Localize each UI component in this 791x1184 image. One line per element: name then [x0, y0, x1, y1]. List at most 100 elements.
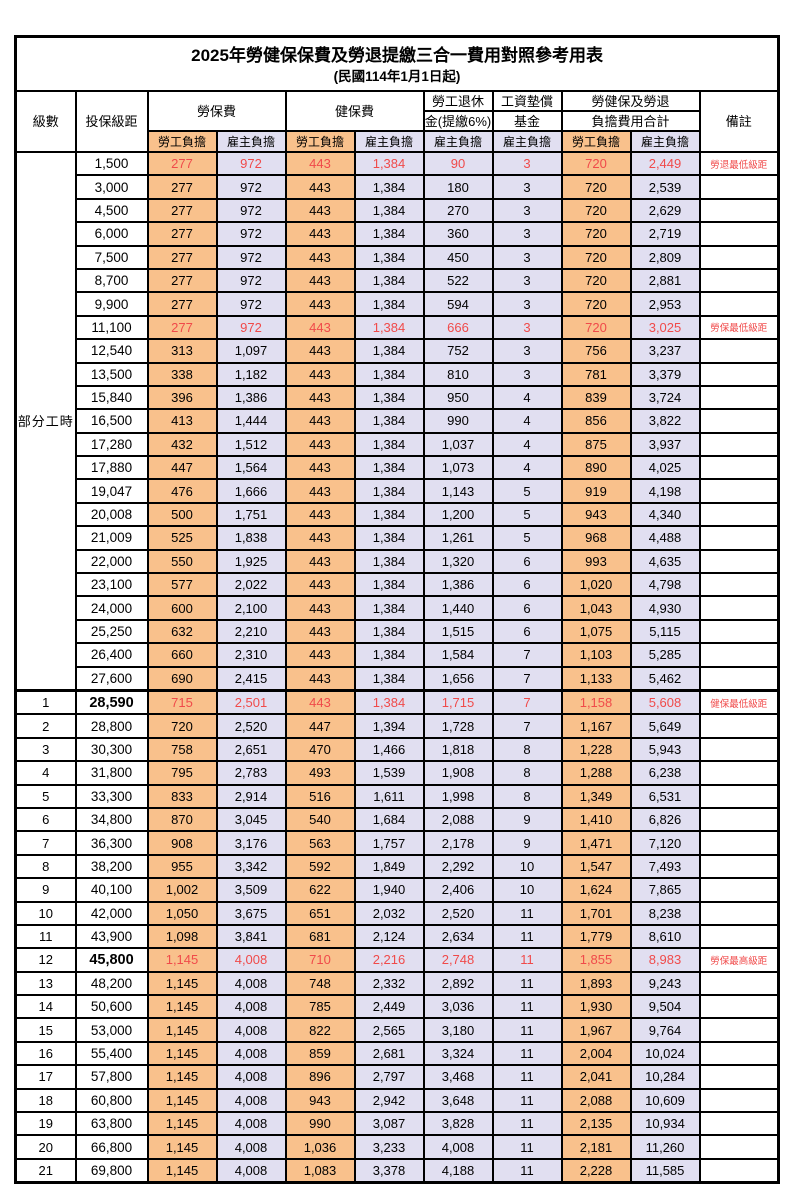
- subheader-total-employee: 勞工負擔: [560, 130, 632, 153]
- remark-cell: 勞保最低級距: [698, 314, 780, 341]
- remark-cell: [698, 806, 780, 833]
- table-row: 9 40,100 1,002 3,509 622 1,940 2,406 10 1,624 7,8…: [14, 877, 780, 903]
- pension-employer-cell: 1,818: [422, 736, 494, 763]
- labor-fee-employer-cell: 2,100: [215, 595, 287, 621]
- fee-comparison-table: 2025年勞健保保費及勞退提繳三合一費用對照參考用表 (民國114年1月1日起)…: [14, 35, 781, 1184]
- bracket-cell: 22,000: [74, 548, 149, 575]
- total-employee-cell: 968: [560, 525, 632, 551]
- header-health-fee: 健保費: [284, 90, 425, 132]
- pension-employer-cell: 3,828: [422, 1110, 494, 1137]
- bracket-cell: 40,100: [74, 877, 149, 903]
- health-fee-employer-cell: 1,684: [353, 806, 425, 833]
- table-row: 21 69,800 1,145 4,008 1,083 3,378 4,188 11 2,228…: [14, 1157, 780, 1184]
- total-employee-cell: 1,701: [560, 900, 632, 926]
- health-fee-employer-cell: 2,942: [353, 1087, 425, 1114]
- health-fee-employer-cell: 1,384: [353, 525, 425, 551]
- health-fee-employee-cell: 443: [284, 314, 356, 341]
- table-row: 6 34,800 870 3,045 540 1,684 2,088 9 1,410 6,826: [14, 806, 780, 833]
- total-employer-cell: 4,340: [629, 501, 701, 528]
- remark-cell: [698, 221, 780, 247]
- total-employee-cell: 2,135: [560, 1110, 632, 1137]
- wage-fund-employer-cell: 11: [491, 1110, 563, 1137]
- bracket-cell: 30,300: [74, 736, 149, 763]
- wage-fund-employer-cell: 6: [491, 595, 563, 621]
- labor-fee-employer-cell: 2,415: [215, 665, 287, 692]
- labor-fee-employee-cell: 447: [146, 455, 218, 481]
- labor-fee-employer-cell: 972: [215, 267, 287, 294]
- wage-fund-employer-cell: 6: [491, 572, 563, 598]
- bracket-cell: 42,000: [74, 900, 149, 926]
- labor-fee-employer-cell: 1,838: [215, 525, 287, 551]
- bracket-cell: 60,800: [74, 1087, 149, 1114]
- bracket-cell: 55,400: [74, 1040, 149, 1067]
- table-row: 9,900 277 972 443 1,384 594 3 720 2,953: [16, 291, 780, 317]
- bracket-cell: 33,300: [74, 783, 149, 809]
- labor-fee-employer-cell: 3,675: [215, 900, 287, 926]
- labor-fee-employer-cell: 2,022: [215, 572, 287, 598]
- health-fee-employee-cell: 443: [284, 221, 356, 247]
- table-row: 21,009 525 1,838 443 1,384 1,261 5 968 4,488: [16, 525, 780, 551]
- health-fee-employee-cell: 710: [284, 947, 356, 973]
- pension-employer-cell: 1,386: [422, 572, 494, 598]
- wage-fund-employer-cell: 3: [491, 197, 563, 224]
- labor-fee-employer-cell: 4,008: [215, 970, 287, 997]
- remark-cell: [698, 760, 780, 786]
- labor-fee-employer-cell: 2,210: [215, 618, 287, 645]
- page-subtitle: (民國114年1月1日起): [333, 68, 461, 84]
- health-fee-employee-cell: 443: [284, 665, 356, 692]
- wage-fund-employer-cell: 3: [491, 267, 563, 294]
- health-fee-employee-cell: 785: [284, 994, 356, 1020]
- bracket-cell: 1,500: [74, 150, 149, 177]
- labor-fee-employee-cell: 795: [146, 760, 218, 786]
- table-row: 11,100 277 972 443 1,384 666 3 720 3,025 勞保最低級距: [16, 314, 780, 341]
- health-fee-employee-cell: 443: [284, 244, 356, 270]
- total-employer-cell: 6,531: [629, 783, 701, 809]
- table-row: 5 33,300 833 2,914 516 1,611 1,998 8 1,349 6,531: [14, 783, 780, 809]
- pension-employer-cell: 4,188: [422, 1157, 494, 1184]
- level-cell: 7: [14, 830, 77, 856]
- total-employer-cell: 4,635: [629, 548, 701, 575]
- total-employer-cell: 9,764: [629, 1017, 701, 1043]
- total-employee-cell: 1,158: [560, 688, 632, 716]
- level-cell: 3: [14, 736, 77, 763]
- remark-cell: [698, 1110, 780, 1137]
- total-employee-cell: 1,930: [560, 994, 632, 1020]
- pension-employer-cell: 2,520: [422, 900, 494, 926]
- wage-fund-employer-cell: 11: [491, 970, 563, 997]
- total-employer-cell: 2,629: [629, 197, 701, 224]
- remark-cell: [698, 525, 780, 551]
- labor-fee-employee-cell: 908: [146, 830, 218, 856]
- total-employee-cell: 781: [560, 361, 632, 387]
- remark-cell: [698, 408, 780, 434]
- pension-employer-cell: 752: [422, 338, 494, 364]
- header-pension-line2: 金(提繳6%): [422, 110, 494, 132]
- total-employee-cell: 720: [560, 150, 632, 177]
- pension-employer-cell: 1,320: [422, 548, 494, 575]
- wage-fund-employer-cell: 4: [491, 431, 563, 458]
- wage-fund-employer-cell: 6: [491, 548, 563, 575]
- labor-fee-employee-cell: 1,145: [146, 1017, 218, 1043]
- bracket-cell: 13,500: [74, 361, 149, 387]
- health-fee-employer-cell: 2,449: [353, 994, 425, 1020]
- remark-cell: 健保最低級距: [698, 688, 780, 716]
- bracket-cell: 53,000: [74, 1017, 149, 1043]
- labor-fee-employee-cell: 1,002: [146, 877, 218, 903]
- wage-fund-employer-cell: 7: [491, 713, 563, 739]
- fee-comparison-sheet: 2025年勞健保保費及勞退提繳三合一費用對照參考用表 (民國114年1月1日起)…: [14, 35, 781, 1184]
- labor-fee-employee-cell: 277: [146, 150, 218, 177]
- remark-cell: [698, 174, 780, 200]
- labor-fee-employer-cell: 3,045: [215, 806, 287, 833]
- bracket-cell: 57,800: [74, 1064, 149, 1090]
- labor-fee-employee-cell: 277: [146, 197, 218, 224]
- labor-fee-employee-cell: 758: [146, 736, 218, 763]
- total-employee-cell: 1,855: [560, 947, 632, 973]
- total-employer-cell: 4,025: [629, 455, 701, 481]
- table-row: 3 30,300 758 2,651 470 1,466 1,818 8 1,228 5,943: [14, 736, 780, 763]
- bracket-cell: 45,800: [74, 947, 149, 973]
- labor-fee-employer-cell: 1,097: [215, 338, 287, 364]
- subheader-total-employer: 雇主負擔: [629, 130, 701, 153]
- health-fee-employee-cell: 443: [284, 618, 356, 645]
- level-cell: 4: [14, 760, 77, 786]
- subheader-wage-fund-employer: 雇主負擔: [491, 130, 563, 153]
- health-fee-employer-cell: 1,384: [353, 572, 425, 598]
